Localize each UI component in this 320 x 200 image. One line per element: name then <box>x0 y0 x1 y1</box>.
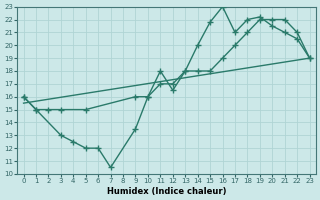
X-axis label: Humidex (Indice chaleur): Humidex (Indice chaleur) <box>107 187 226 196</box>
